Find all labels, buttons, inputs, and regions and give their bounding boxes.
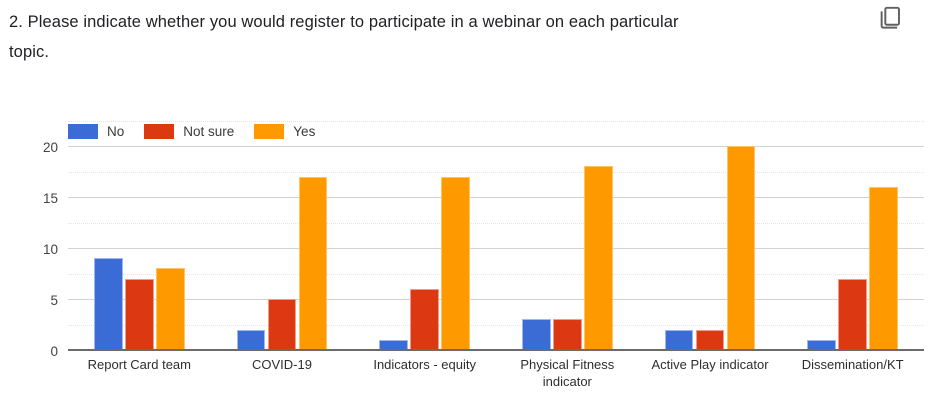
y-axis-tick-label: 15: [42, 191, 58, 206]
minor-gridline: [68, 171, 924, 173]
bar-yes[interactable]: [156, 268, 185, 350]
minor-gridline: [68, 273, 924, 275]
y-axis-tick-label: 10: [42, 242, 58, 257]
bar-yes[interactable]: [726, 146, 756, 350]
legend-label-no: No: [107, 124, 125, 139]
legend-item-no: No: [68, 124, 124, 139]
y-axis-tick-label: 20: [42, 140, 58, 155]
question-title: 2. Please indicate whether you would reg…: [9, 7, 679, 67]
legend-swatch-no: [68, 124, 98, 139]
legend-item-yes: Yes: [254, 124, 315, 139]
x-axis-label: COVID-19: [252, 357, 312, 372]
bar-not-sure[interactable]: [125, 278, 154, 350]
bar-not-sure[interactable]: [553, 319, 582, 350]
legend-label-yes: Yes: [293, 124, 316, 139]
minor-gridline: [68, 222, 924, 224]
legend-swatch-yes: [254, 124, 285, 139]
x-axis-label: Indicators - equity: [373, 357, 476, 372]
copy-chart-button[interactable]: [875, 5, 903, 33]
bar-yes[interactable]: [584, 166, 613, 350]
bar-no[interactable]: [807, 339, 836, 350]
bar-no[interactable]: [522, 319, 551, 350]
minor-gridline: [68, 120, 924, 122]
major-gridline: [68, 299, 924, 300]
legend-swatch-not-sure: [144, 124, 175, 139]
bar-no[interactable]: [664, 329, 694, 350]
bar-yes[interactable]: [869, 186, 898, 350]
x-axis-label: Dissemination/KT: [801, 357, 904, 372]
x-axis-label: Report Card team: [87, 357, 191, 372]
question-title-line1: 2. Please indicate whether you would reg…: [9, 13, 679, 31]
x-axis-label: Active Play indicator: [651, 357, 769, 372]
bar-no[interactable]: [94, 258, 123, 350]
question-title-line2: topic.: [9, 43, 50, 61]
copy-icon: [876, 6, 902, 34]
major-gridline: [68, 248, 924, 249]
minor-gridline: [68, 324, 924, 326]
major-gridline: [68, 146, 924, 147]
x-axis-line: [68, 349, 924, 351]
x-axis-label: Physical Fitness indicator: [520, 357, 615, 389]
bar-not-sure[interactable]: [267, 299, 297, 350]
chart-legend: No Not sure Yes: [68, 124, 315, 139]
y-axis-tick-label: 0: [50, 344, 58, 359]
bar-not-sure[interactable]: [410, 288, 439, 350]
legend-item-not-sure: Not sure: [144, 124, 234, 139]
bar-no[interactable]: [379, 339, 408, 350]
major-gridline: [68, 197, 924, 198]
bar-yes[interactable]: [298, 176, 328, 350]
bar-no[interactable]: [236, 329, 266, 350]
legend-label-not-sure: Not sure: [183, 124, 235, 139]
bar-yes[interactable]: [441, 176, 470, 350]
bar-not-sure[interactable]: [838, 278, 867, 350]
bar-not-sure[interactable]: [695, 329, 725, 350]
y-axis-tick-label: 5: [50, 293, 58, 308]
